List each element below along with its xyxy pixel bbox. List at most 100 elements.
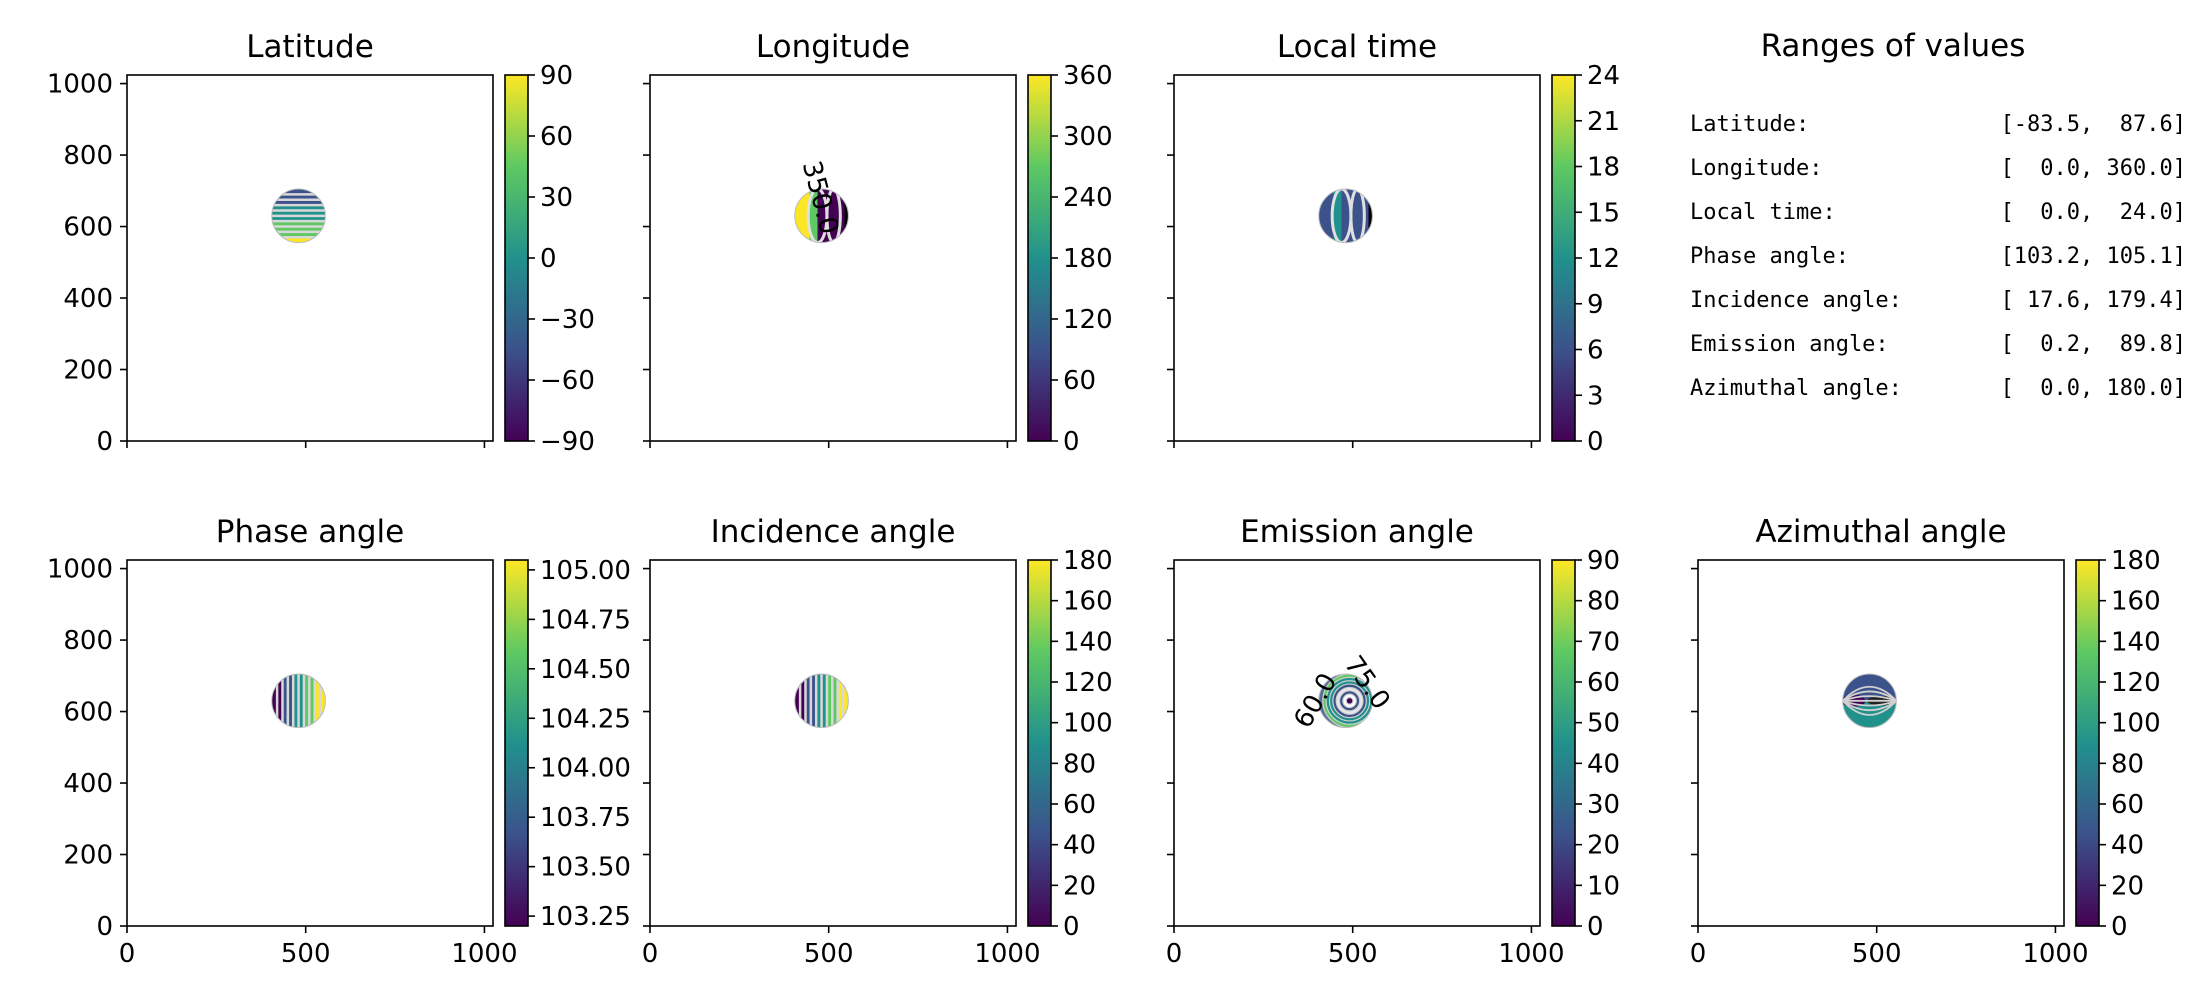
chart-title: Longitude: [756, 29, 910, 65]
colorbar-tick-label: 20: [2111, 871, 2144, 901]
colorbar-tick-label: 21: [1587, 107, 1620, 137]
colorbar-tick-label: 60: [1063, 790, 1096, 820]
disk-band: [277, 674, 283, 728]
colorbar-tick-label: 160: [2111, 587, 2161, 617]
colorbar-tick-label: 160: [1063, 587, 1113, 617]
y-tick-label: 800: [63, 141, 113, 171]
colorbar-tick-label: 6: [1587, 336, 1604, 366]
disk-band: [293, 674, 299, 728]
y-tick-label: 800: [63, 626, 113, 656]
range-row: Emission angle: [ 0.2, 89.8]: [1690, 332, 2186, 357]
x-tick-label: 500: [1852, 939, 1902, 969]
contour-line: [1842, 690, 1897, 702]
contour-line: [825, 189, 842, 243]
disk-band: [271, 231, 326, 238]
colorbar-tick-label: 120: [1063, 305, 1113, 335]
y-tick-label: 0: [96, 427, 113, 457]
range-value: [ 0.0, 24.0]: [2001, 200, 2186, 225]
range-value: [ 0.0, 360.0]: [2001, 156, 2186, 181]
disk-band: [271, 199, 326, 206]
range-row: Longitude: [ 0.0, 360.0]: [1690, 156, 2186, 181]
colorbar-tick-label: 240: [1063, 183, 1113, 213]
chart-title: Latitude: [246, 29, 374, 65]
disk-outline: [1318, 188, 1373, 244]
contour-line: [1349, 189, 1366, 243]
disk-band: [271, 205, 326, 211]
x-tick-label: 0: [119, 939, 136, 969]
colorbar-tick-label: 300: [1063, 122, 1113, 152]
disk-band: [837, 674, 844, 728]
colorbar-tick-label: 10: [1587, 871, 1620, 901]
colorbar-tick-label: 104.00: [540, 754, 631, 784]
plot-area: [649, 559, 1017, 927]
colorbar-tick-label: −90: [540, 427, 595, 457]
x-tick-label: 500: [281, 939, 331, 969]
colorbar-tick-label: 18: [1587, 153, 1620, 183]
colorbar-tick-label: 15: [1587, 198, 1620, 228]
disk-image: [1842, 673, 1897, 729]
colorbar: [504, 74, 529, 442]
plot-area: [1697, 559, 2065, 927]
disk-band: [843, 674, 849, 728]
colorbar-tick-label: 0: [1587, 427, 1604, 457]
x-tick-label: 0: [1166, 939, 1183, 969]
plot-area: [126, 559, 494, 927]
disk-band: [271, 674, 278, 728]
colorbar-tick-label: 70: [1587, 627, 1620, 657]
chart-title: Local time: [1277, 29, 1437, 65]
range-label: Local time:: [1690, 200, 1836, 225]
disk-ring: [1345, 696, 1354, 705]
disk-band: [314, 674, 321, 728]
range-value: [ 0.0, 180.0]: [2001, 376, 2186, 401]
disk-band: [320, 674, 326, 728]
colorbar-tick-label: 20: [1063, 871, 1096, 901]
range-value: [ 0.2, 89.8]: [2001, 332, 2186, 357]
disk-band: [826, 674, 833, 728]
x-tick-label: 1000: [1498, 939, 1564, 969]
disk-fill: [1318, 189, 1373, 243]
colorbar-tick-label: 0: [1587, 912, 1604, 942]
colorbar-tick-label: 140: [2111, 627, 2161, 657]
disk-band: [282, 674, 288, 728]
disk-image: [271, 188, 326, 244]
colorbar-tick-label: 180: [1063, 546, 1113, 576]
range-label: Azimuthal angle:: [1690, 376, 1902, 401]
colorbar: [1027, 74, 1052, 442]
colorbar-tick-label: 103.75: [540, 803, 631, 833]
contour-line: [1842, 700, 1897, 716]
disk-band: [805, 674, 811, 728]
disk-band: [271, 189, 326, 195]
disk-band: [832, 674, 838, 728]
x-tick-label: 500: [804, 939, 854, 969]
colorbar-tick-label: 140: [1063, 627, 1113, 657]
ranges-rows: Latitude: [-83.5, 87.6] Longitude: [ 0.0, 3…: [1690, 112, 2186, 401]
colorbar-tick-label: 80: [1063, 749, 1096, 779]
colorbar-tick-label: 40: [1063, 831, 1096, 861]
range-label: Incidence angle:: [1690, 288, 1902, 313]
colorbar-tick-label: 90: [540, 61, 573, 91]
disk-band: [298, 674, 304, 728]
colorbar-tick-label: 104.25: [540, 704, 631, 734]
colorbar-tick-label: 20: [1587, 831, 1620, 861]
x-tick-label: 500: [1328, 939, 1378, 969]
disk-band: [271, 194, 326, 200]
colorbar-tick-label: 90: [1587, 546, 1620, 576]
ranges-title: Ranges of values: [1761, 28, 2026, 64]
chart-title: Azimuthal angle: [1755, 514, 2006, 550]
colorbar-tick-label: 104.75: [540, 605, 631, 635]
range-label: Phase angle:: [1690, 244, 1849, 269]
disk-band: [271, 221, 326, 227]
x-tick-label: 1000: [2022, 939, 2088, 969]
disk-outline: [271, 188, 326, 244]
colorbar-tick-label: 3: [1587, 381, 1604, 411]
colorbar-tick-label: 80: [1587, 587, 1620, 617]
colorbar-tick-label: 105.00: [540, 556, 631, 586]
y-tick-label: 400: [63, 769, 113, 799]
range-row: Phase angle: [103.2, 105.1]: [1690, 244, 2186, 269]
disk-band: [271, 210, 326, 216]
chart-panel-4: Incidence angle 0 500 1000 0 20 40 60 80 100 120 14…: [642, 514, 1113, 969]
range-value: [ 17.6, 179.4]: [2001, 288, 2186, 313]
chart-panel-6: Azimuthal angle 0 500 1000 0 20 40 60 80 100 120 14…: [1690, 514, 2161, 969]
colorbar-tick-label: 103.25: [540, 902, 631, 932]
